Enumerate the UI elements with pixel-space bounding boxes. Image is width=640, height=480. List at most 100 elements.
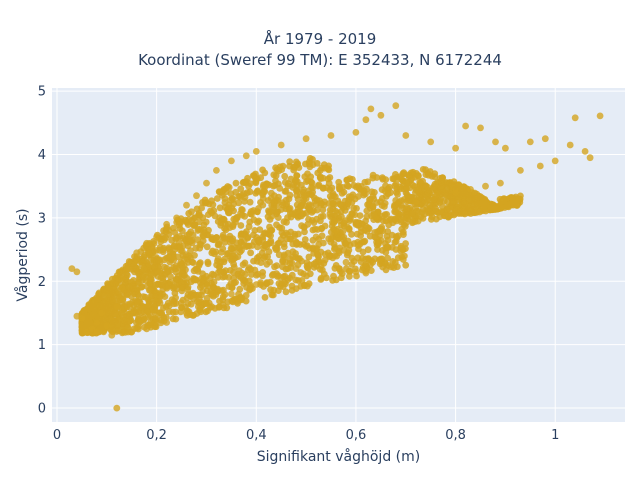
data-point [274,214,282,222]
data-point [188,258,196,266]
data-point [242,292,250,299]
data-point [285,195,293,203]
data-point [355,245,362,253]
data-point [242,152,250,160]
data-point [402,132,410,139]
data-point [361,262,369,269]
data-point [377,255,385,263]
data-point [167,273,174,281]
y-tick-label: 2 [38,275,46,290]
data-point [122,275,129,283]
data-point [170,224,177,232]
data-point [460,198,467,206]
data-point [289,184,297,191]
data-point [267,232,274,239]
data-point [407,193,414,201]
data-point [326,192,334,200]
data-point [229,237,236,245]
data-point [149,300,157,307]
data-point [304,282,311,290]
data-point [292,285,300,292]
data-point [389,175,397,183]
data-point [187,237,195,245]
data-point [261,294,269,301]
data-point [109,295,117,303]
data-point [139,293,147,301]
data-point [416,193,423,201]
data-point [183,294,191,302]
data-point [171,242,178,249]
data-point [209,247,217,255]
data-point [302,135,310,143]
data-point [500,197,508,205]
data-point [273,262,281,269]
data-point [228,290,235,298]
data-point [292,265,300,272]
data-point [269,270,277,278]
data-point [140,303,147,311]
data-point [179,263,186,271]
data-point [414,172,422,179]
data-point [332,227,340,235]
data-point [297,202,305,210]
data-point [164,267,171,275]
data-point [187,300,195,308]
data-point [121,304,128,312]
y-tick-label: 3 [38,211,46,226]
data-point [123,291,131,299]
data-point [409,209,416,217]
data-point [324,165,332,173]
data-point [270,171,278,179]
data-point [342,258,350,266]
data-point [200,276,208,284]
data-point [288,210,296,218]
data-point [551,157,559,165]
data-point [384,236,392,244]
data-point [261,169,269,177]
data-point [328,222,336,230]
data-point [239,276,247,284]
data-point [222,267,230,274]
data-point [270,198,278,206]
data-point [163,220,171,228]
data-point [204,307,212,315]
data-point [282,288,290,296]
data-point [526,138,534,146]
data-point [165,308,173,316]
data-point [148,277,155,285]
data-point [151,262,159,270]
data-point [237,222,245,229]
data-point [337,201,345,209]
data-point [135,278,142,286]
data-point [156,299,164,307]
data-point [224,220,232,228]
data-point [421,199,429,207]
data-point [581,148,589,155]
data-point [182,236,189,244]
data-point [194,236,202,244]
data-point [326,174,334,181]
data-point [404,171,412,179]
chart-title: År 1979 - 2019 [263,30,377,48]
data-point [314,250,321,258]
data-point [302,195,310,203]
data-point [244,233,252,241]
data-point [184,283,192,291]
data-point [177,299,185,307]
data-point [143,325,151,333]
data-point [90,310,98,318]
data-point [384,228,392,235]
data-point [335,265,343,273]
data-point [431,170,439,178]
data-point [403,211,411,219]
data-point [502,144,509,152]
data-point [340,222,348,230]
data-point [378,247,386,254]
data-point [170,256,178,264]
data-point [246,198,254,206]
data-point [317,274,325,282]
data-point [489,206,496,214]
data-point [183,201,190,209]
data-point [90,305,98,312]
data-point [153,233,161,241]
